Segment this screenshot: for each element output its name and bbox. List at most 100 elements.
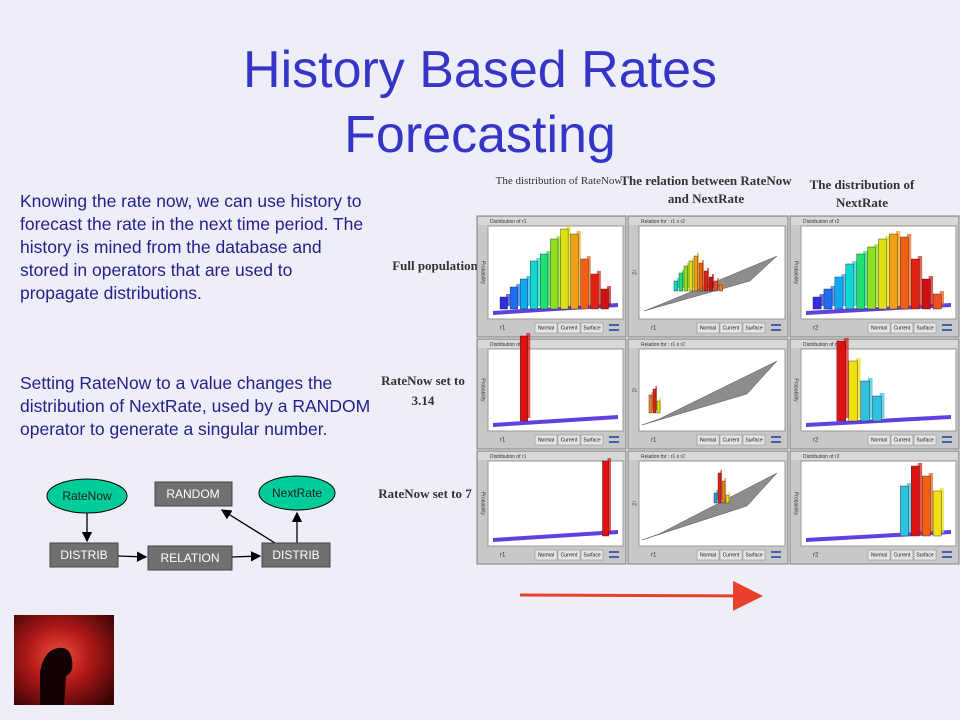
bar-side [939, 291, 944, 306]
bar-side [855, 358, 861, 418]
button-label: Current [894, 325, 911, 331]
bar-side [607, 458, 611, 533]
ui-button [696, 549, 720, 561]
bar-side [867, 378, 873, 418]
arrow-icon [771, 436, 781, 443]
bar-face [889, 233, 898, 310]
bar-face [648, 394, 653, 414]
bar-side [687, 263, 689, 288]
bar-face [848, 360, 858, 422]
ui-button [742, 434, 766, 446]
bar-face [688, 260, 693, 292]
button-label: Current [723, 552, 740, 558]
arrow-icon [609, 436, 619, 443]
bar-face [580, 258, 589, 310]
row-label: RateNow set to 3.14 [381, 373, 465, 408]
surface-plane [641, 360, 778, 426]
bar-face [570, 233, 579, 310]
title-line: History Based Rates [243, 41, 717, 99]
bar-face [856, 253, 866, 310]
bar-face [823, 288, 833, 310]
floor [493, 530, 618, 542]
axis-title: r2 [631, 388, 637, 393]
button-label: Normal [871, 325, 887, 331]
button-label: Surface [745, 552, 762, 558]
ui-button [534, 434, 558, 446]
ui-button [742, 549, 766, 561]
bar-face [678, 272, 683, 292]
bar-face [812, 296, 822, 310]
bar-face [683, 265, 688, 292]
bar-side [724, 478, 726, 500]
paragraph: Knowing the rate now, we can use history… [20, 191, 364, 303]
button-label: Normal [871, 437, 887, 443]
arrow [231, 551, 262, 562]
bar-face [652, 388, 657, 414]
bar-side [692, 258, 694, 288]
bar-side [546, 251, 551, 306]
button-label: Normal [700, 325, 716, 331]
bar-face [703, 270, 708, 292]
button-label: Current [723, 437, 740, 443]
bar-side [536, 258, 541, 306]
axis-title: Probability [793, 261, 799, 285]
bar-face [550, 238, 559, 310]
button-label: Surface [583, 437, 600, 443]
bar-side [596, 271, 601, 306]
ui-button [719, 549, 743, 561]
axis-title: r1 [500, 438, 506, 444]
arrow-icon [609, 324, 619, 331]
bar-face [900, 236, 909, 310]
ui-button [696, 322, 720, 334]
button-label: Surface [745, 325, 762, 331]
button-label: Normal [538, 325, 554, 331]
button-label: Surface [916, 325, 933, 331]
bar-face [860, 380, 870, 422]
axis-title: Probability [480, 261, 486, 285]
bar-face [519, 335, 528, 422]
ui-button [557, 549, 581, 561]
nebula-silhouette [40, 647, 73, 705]
axis-title: r2 [631, 270, 637, 275]
title-bar [629, 340, 787, 348]
bar-side [879, 393, 885, 418]
axis-title: r1 [651, 553, 657, 559]
bar-side [819, 294, 824, 306]
bar-face [932, 490, 942, 537]
title-bar [478, 340, 625, 348]
node-label: RELATION [160, 551, 219, 565]
button-label: Surface [745, 437, 762, 443]
bar-side [885, 236, 890, 306]
ui-button [719, 434, 743, 446]
bar-side [874, 244, 879, 306]
ui-button [557, 322, 581, 334]
axis-title: r1 [500, 326, 506, 332]
bar-face [932, 293, 942, 310]
bar-side [906, 234, 912, 306]
window-title: Distribution of r2 [803, 342, 840, 348]
bar-face [878, 238, 887, 310]
ui-button [580, 322, 604, 334]
row-label: RateNow set to 7 [378, 486, 472, 501]
node-label: RateNow [62, 489, 112, 503]
title-bar [791, 340, 958, 348]
arrow [117, 551, 148, 562]
node-shape [261, 542, 331, 568]
bar-face [509, 286, 518, 310]
ui-button [580, 434, 604, 446]
window-title: Distribution of r2 [803, 454, 840, 460]
bar-side [655, 386, 657, 410]
bar-face [530, 260, 539, 310]
window-title: Distribution of r1 [490, 342, 527, 348]
bar-side [716, 490, 718, 500]
surface-plane [641, 472, 778, 541]
bar-side [606, 286, 611, 306]
axis-title: r1 [500, 553, 506, 559]
ui-button [742, 322, 766, 334]
window-title: Distribution of r1 [490, 454, 527, 460]
button-label: Current [723, 325, 740, 331]
axis-title: Probability [480, 378, 486, 402]
bar-side [928, 473, 934, 533]
